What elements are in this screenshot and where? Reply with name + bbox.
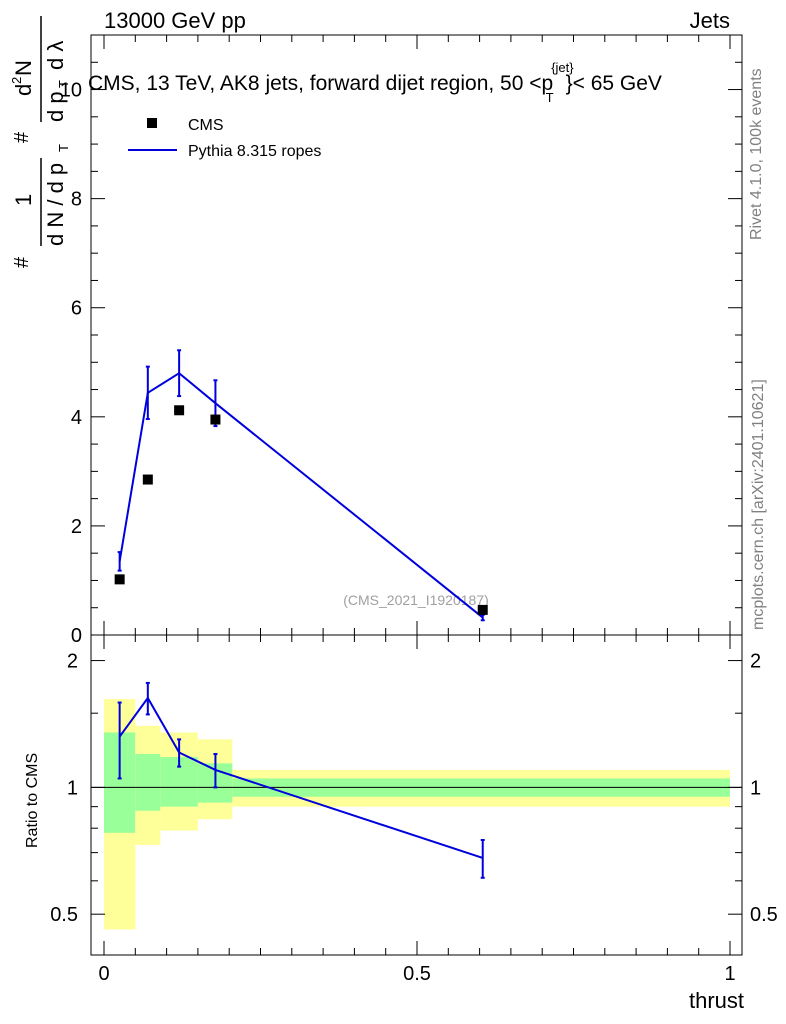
main-axes <box>91 34 742 636</box>
main-ytick-label: 2 <box>71 516 82 538</box>
legend-mc-label: Pythia 8.315 ropes <box>188 143 321 160</box>
mcplots-label: mcplots.cern.ch [arXiv:2401.10621] <box>750 379 767 630</box>
ratio-xtick-label: 0 <box>98 963 109 985</box>
process-label: Jets <box>690 8 730 33</box>
ratio-marks <box>117 681 485 879</box>
main-ytick-label: 8 <box>71 189 82 211</box>
main-title-pre: CMS, 13 TeV, AK8 jets, forward dijet reg… <box>88 72 553 95</box>
ratio-band-inner <box>135 754 161 811</box>
cms-data-point <box>477 604 488 615</box>
cms-data-point <box>174 405 185 416</box>
main-ytick-label: 6 <box>71 298 82 320</box>
legend-cms-marker <box>147 118 157 128</box>
main-ytick-label: 4 <box>71 407 82 429</box>
ratio-tick-labels: 0.5 0.5 1 1 2 2 0 0.5 1 <box>50 651 778 985</box>
cms-data-point <box>210 414 221 425</box>
ratio-ytick-label-left: 2 <box>67 651 78 673</box>
ratio-xtick-label: 1 <box>724 963 735 985</box>
ratio-ytick-label-left: 1 <box>67 777 78 799</box>
ylabel-one: 1 <box>11 194 36 206</box>
ylabel-dndpt: d N / d p <box>43 163 68 246</box>
legend-cms-label: CMS <box>188 117 224 134</box>
ylabel-dlambda: d λ <box>43 41 68 70</box>
rivet-label: Rivet 4.1.0, 100k events <box>748 68 765 240</box>
ratio-xtick-label: 0.5 <box>403 963 431 985</box>
main-panel: 0 2 4 6 8 10 (CMS_2021_I1920187) CMS, 13 TeV,… <box>9 16 743 647</box>
ylabel-sub-t-1: T <box>56 144 71 152</box>
ylabel-sub-t-2: T <box>56 80 71 88</box>
cms-data-point <box>142 474 153 485</box>
main-ytick-label: 0 <box>71 625 82 647</box>
legend: CMS Pythia 8.315 ropes <box>128 117 321 160</box>
ratio-xlabel: thrust <box>689 988 744 1013</box>
ratio-ytick-label-right: 1 <box>750 777 761 799</box>
ylabel-hash-1: # <box>11 256 33 268</box>
main-title: CMS, 13 TeV, AK8 jets, forward dijet reg… <box>88 60 662 105</box>
ratio-ylabel: Ratio to CMS <box>24 753 41 848</box>
main-title-sup: {jet} <box>551 60 574 75</box>
energy-label: 13000 GeV pp <box>104 8 246 33</box>
ylabel-n: N <box>11 60 36 76</box>
ratio-ytick-label-left: 0.5 <box>50 904 78 926</box>
ratio-ytick-label-right: 2 <box>750 651 761 673</box>
ylabel-hash-2: # <box>11 131 33 143</box>
main-ylabel: # 1 d N / d p T # d 2 N d p T d λ <box>9 16 71 268</box>
cms-data-point <box>114 574 125 585</box>
ylabel-dpt: d p <box>43 91 68 122</box>
ratio-axes <box>91 635 742 956</box>
ratio-ytick-label-right: 0.5 <box>750 904 778 926</box>
main-ytick-labels: 0 2 4 6 8 10 <box>60 80 82 647</box>
main-watermark: (CMS_2021_I1920187) <box>343 592 489 608</box>
main-title-sub: T <box>546 90 554 105</box>
ylabel-d: d <box>11 84 36 96</box>
mc-series-line <box>118 371 484 619</box>
ratio-panel: 0.5 0.5 1 1 2 2 0 0.5 1 Ratio to CMS thrust <box>24 634 778 1013</box>
main-title-post: }< 65 GeV <box>566 72 662 95</box>
main-marks <box>114 349 488 622</box>
main-ytick-label: 10 <box>60 80 82 102</box>
ratio-bands <box>104 699 730 930</box>
ylabel-sup-2: 2 <box>9 77 24 84</box>
